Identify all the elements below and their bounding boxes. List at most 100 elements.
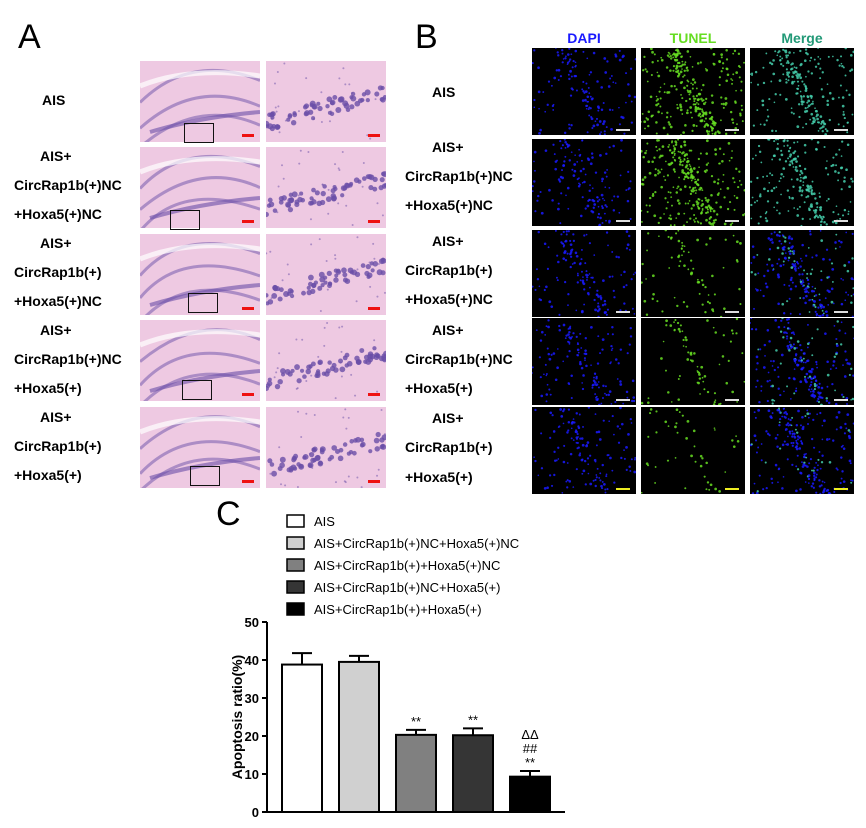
dapi-image	[532, 318, 636, 405]
y-tick-label: 20	[245, 729, 259, 744]
scale-bar	[616, 220, 630, 222]
y-tick-label: 10	[245, 767, 259, 782]
he-highmag-image	[266, 234, 386, 315]
merge-image	[750, 318, 854, 405]
he-lowmag-image	[140, 234, 260, 315]
significance-mark: **	[525, 755, 535, 770]
dapi-header: DAPI	[567, 30, 601, 46]
zoom-region-box	[184, 123, 214, 143]
scale-bar	[368, 480, 380, 483]
significance-mark: **	[468, 712, 478, 727]
tunel-header: TUNEL	[669, 30, 717, 46]
legend-label: AIS+CircRap1b(+)+Hoxa5(+)NC	[314, 558, 500, 573]
scale-bar	[368, 134, 380, 137]
scale-bar	[834, 311, 848, 313]
tunel-image	[641, 318, 745, 405]
scale-bar	[834, 488, 848, 490]
he-lowmag-image	[140, 147, 260, 228]
zoom-region-box	[170, 210, 200, 230]
scale-bar	[242, 480, 254, 483]
b-label-row5-line3: +Hoxa5(+)	[405, 469, 473, 485]
he-lowmag-image	[140, 61, 260, 142]
he-highmag-image	[266, 407, 386, 488]
scale-bar	[242, 134, 254, 137]
y-tick-label: 50	[245, 615, 259, 630]
tunel-image	[641, 407, 745, 494]
y-tick-label: 30	[245, 691, 259, 706]
a-label-row3-line2: CircRap1b(+)	[14, 264, 102, 280]
he-lowmag-image	[140, 320, 260, 401]
merge-image	[750, 48, 854, 135]
merge-image	[750, 139, 854, 226]
a-label-row4-line2: CircRap1b(+)NC	[14, 351, 122, 367]
zoom-region-box	[190, 466, 220, 486]
b-label-row3-line3: +Hoxa5(+)NC	[405, 291, 493, 307]
dapi-image	[532, 230, 636, 317]
tunel-image	[641, 48, 745, 135]
a-label-row2-line3: +Hoxa5(+)NC	[14, 206, 102, 222]
bar	[338, 660, 380, 814]
legend-swatch	[286, 580, 305, 594]
b-label-row1-line1: AIS	[432, 84, 456, 100]
he-lowmag-image	[140, 407, 260, 488]
he-highmag-image	[266, 320, 386, 401]
he-highmag-image	[266, 147, 386, 228]
b-label-row2-line2: CircRap1b(+)NC	[405, 168, 513, 184]
a-label-row5-line3: +Hoxa5(+)	[14, 467, 82, 483]
y-axis-label: Apoptosis ratio(%)	[229, 655, 245, 779]
a-label-row5-line2: CircRap1b(+)	[14, 438, 102, 454]
bar	[452, 734, 494, 813]
b-label-row4-line1: AIS+	[432, 322, 464, 338]
merge-image	[750, 230, 854, 317]
a-label-row4-line1: AIS+	[40, 322, 72, 338]
legend-swatch	[286, 514, 305, 528]
legend-swatch	[286, 558, 305, 572]
b-label-row2-line3: +Hoxa5(+)NC	[405, 197, 493, 213]
dapi-image	[532, 48, 636, 135]
bar	[395, 733, 437, 813]
zoom-region-box	[188, 293, 218, 313]
b-label-row5-line1: AIS+	[432, 410, 464, 426]
scale-bar	[725, 399, 739, 401]
b-label-row5-line2: CircRap1b(+)	[405, 439, 493, 455]
significance-mark: ##	[523, 741, 538, 756]
scale-bar	[725, 311, 739, 313]
tunel-image	[641, 139, 745, 226]
legend-swatch	[286, 536, 305, 550]
merge-image	[750, 407, 854, 494]
panel-b-letter: B	[415, 18, 438, 56]
panel-a-letter: A	[18, 18, 41, 56]
legend-swatch	[286, 602, 305, 616]
a-label-row4-line3: +Hoxa5(+)	[14, 380, 82, 396]
legend-label: AIS+CircRap1b(+)NC+Hoxa5(+)	[314, 580, 500, 595]
scale-bar	[725, 129, 739, 131]
y-tick-label: 0	[252, 805, 259, 820]
scale-bar	[834, 220, 848, 222]
scale-bar	[616, 129, 630, 131]
scale-bar	[616, 488, 630, 490]
scale-bar	[368, 307, 380, 310]
b-label-row2-line1: AIS+	[432, 139, 464, 155]
legend-label: AIS+CircRap1b(+)NC+Hoxa5(+)NC	[314, 536, 519, 551]
a-label-row3-line1: AIS+	[40, 235, 72, 251]
scale-bar	[725, 220, 739, 222]
legend-label: AIS	[314, 514, 335, 529]
dapi-image	[532, 407, 636, 494]
significance-mark: **	[411, 714, 421, 729]
a-label-row5-line1: AIS+	[40, 409, 72, 425]
y-tick-label: 40	[245, 653, 259, 668]
b-label-row3-line2: CircRap1b(+)	[405, 262, 493, 278]
b-label-row4-line2: CircRap1b(+)NC	[405, 351, 513, 367]
scale-bar	[616, 399, 630, 401]
scale-bar	[242, 307, 254, 310]
b-label-row4-line3: +Hoxa5(+)	[405, 380, 473, 396]
zoom-region-box	[182, 380, 212, 400]
scale-bar	[242, 393, 254, 396]
scale-bar	[368, 393, 380, 396]
scale-bar	[242, 220, 254, 223]
scale-bar	[616, 311, 630, 313]
he-highmag-image	[266, 61, 386, 142]
bar	[509, 775, 551, 813]
scale-bar	[834, 399, 848, 401]
a-label-row2-line1: AIS+	[40, 148, 72, 164]
